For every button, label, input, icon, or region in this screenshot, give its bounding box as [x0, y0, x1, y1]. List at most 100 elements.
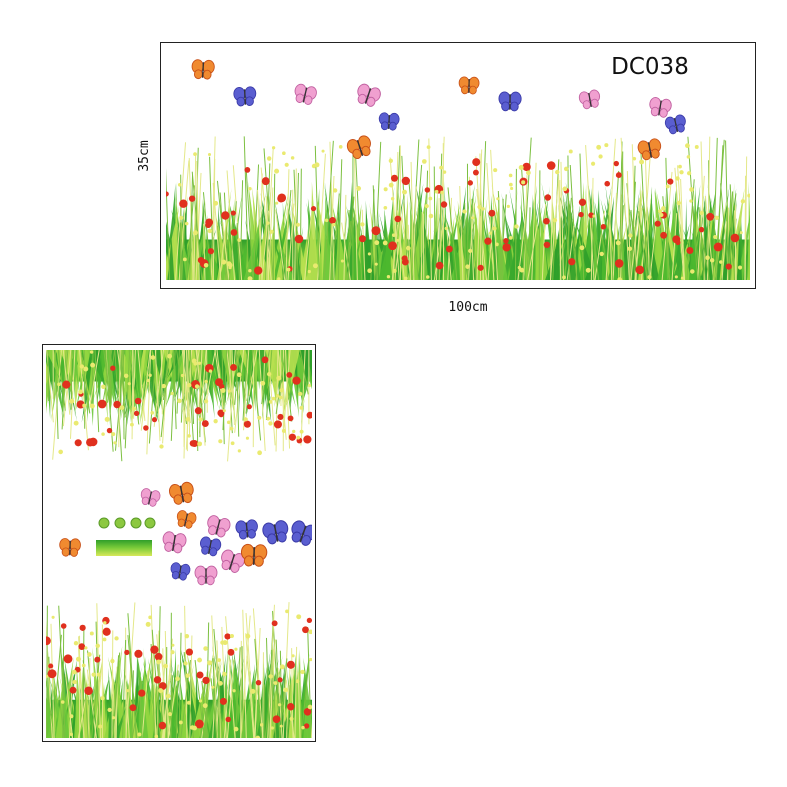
- yellow-bud: [747, 193, 750, 198]
- yellow-bud: [705, 255, 710, 260]
- red-flower: [154, 652, 163, 661]
- flower-stem: [62, 626, 65, 738]
- flower-stem: [468, 176, 475, 280]
- yellow-bud: [298, 391, 303, 396]
- red-flower: [62, 380, 71, 389]
- flower-stem: [466, 163, 469, 280]
- red-flower: [306, 411, 312, 419]
- red-flower: [110, 365, 116, 371]
- red-flower: [201, 420, 209, 428]
- flower-stem: [314, 145, 320, 280]
- flower-stem: [447, 197, 453, 280]
- yellow-bud: [268, 400, 273, 404]
- grass-blade: [595, 242, 602, 280]
- yellow-bud: [405, 245, 411, 251]
- yellow-bud: [220, 640, 225, 645]
- yellow-bud: [194, 384, 200, 389]
- grass-blade: [251, 350, 258, 420]
- flower-stem: [58, 605, 66, 738]
- yellow-bud: [198, 417, 203, 422]
- red-flower: [667, 178, 674, 185]
- wing: [206, 575, 215, 586]
- flower-stem: [46, 678, 56, 738]
- grass-blade: [739, 241, 750, 280]
- wing: [388, 121, 397, 131]
- yellow-bud: [312, 263, 318, 269]
- yellow-bud: [100, 696, 105, 701]
- body: [588, 92, 592, 108]
- flower-stem: [242, 349, 248, 421]
- yellow-bud: [98, 724, 103, 729]
- grass-blade: [239, 350, 245, 426]
- red-flower: [188, 195, 196, 202]
- red-flower: [306, 617, 312, 624]
- flower-stem: [433, 225, 444, 280]
- yellow-bud: [71, 669, 77, 675]
- flower-stem: [252, 164, 260, 280]
- yellow-bud: [291, 654, 295, 658]
- wing: [253, 555, 264, 567]
- yellow-bud: [255, 735, 261, 738]
- flower-stem: [222, 222, 230, 280]
- flower-stem: [234, 349, 245, 433]
- flower-stem: [671, 213, 678, 280]
- flower-stem: [476, 149, 483, 280]
- red-flower: [205, 218, 214, 227]
- yellow-bud: [562, 275, 566, 280]
- butterfly: [378, 112, 400, 131]
- yellow-bud: [46, 674, 49, 678]
- flower-stem: [370, 189, 375, 280]
- red-flower: [544, 194, 552, 201]
- grass-blade: [581, 187, 592, 280]
- yellow-bud: [197, 441, 203, 447]
- red-flower: [185, 648, 194, 656]
- yellow-bud: [159, 444, 164, 449]
- wing: [245, 96, 254, 106]
- flower-stem: [139, 680, 143, 738]
- flower-stem: [148, 349, 157, 444]
- flower-stem: [242, 609, 247, 738]
- flower-stem: [54, 349, 59, 440]
- grass-blade: [715, 182, 730, 280]
- yellow-bud: [274, 168, 280, 174]
- red-flower: [243, 420, 251, 428]
- red-flower: [271, 620, 278, 627]
- flower-stem: [286, 685, 291, 738]
- yellow-bud: [596, 144, 602, 150]
- red-flower: [218, 411, 224, 418]
- red-flower: [207, 248, 214, 255]
- yellow-bud: [184, 633, 190, 639]
- yellow-bud: [104, 416, 110, 422]
- butterfly: [294, 83, 317, 105]
- red-flower: [503, 238, 509, 244]
- yellow-bud: [158, 688, 164, 694]
- yellow-bud: [278, 395, 283, 400]
- yellow-bud: [494, 242, 499, 247]
- flower-stem: [361, 209, 366, 280]
- yellow-bud: [299, 429, 304, 434]
- red-flower: [568, 258, 576, 266]
- red-flower: [69, 686, 77, 694]
- flower-stem: [522, 137, 532, 280]
- yellow-bud: [73, 641, 79, 646]
- yellow-bud: [203, 646, 208, 651]
- flower-stem: [176, 349, 180, 414]
- yellow-bud: [508, 182, 513, 187]
- flower-stem: [330, 193, 340, 280]
- yellow-bud: [713, 235, 718, 240]
- flower-stem: [528, 207, 531, 280]
- yellow-bud: [95, 643, 100, 649]
- red-flower: [158, 682, 167, 690]
- yellow-bud: [521, 180, 526, 185]
- yellow-bud: [197, 657, 202, 663]
- yellow-bud: [89, 403, 95, 409]
- yellow-bud: [442, 170, 447, 174]
- flower-stem: [209, 156, 215, 280]
- flower-stem: [300, 659, 310, 738]
- flower-stem: [417, 207, 421, 280]
- flower-stem: [181, 220, 186, 280]
- red-flower: [294, 234, 304, 244]
- yellow-bud: [119, 405, 125, 411]
- flower-stem: [343, 194, 347, 280]
